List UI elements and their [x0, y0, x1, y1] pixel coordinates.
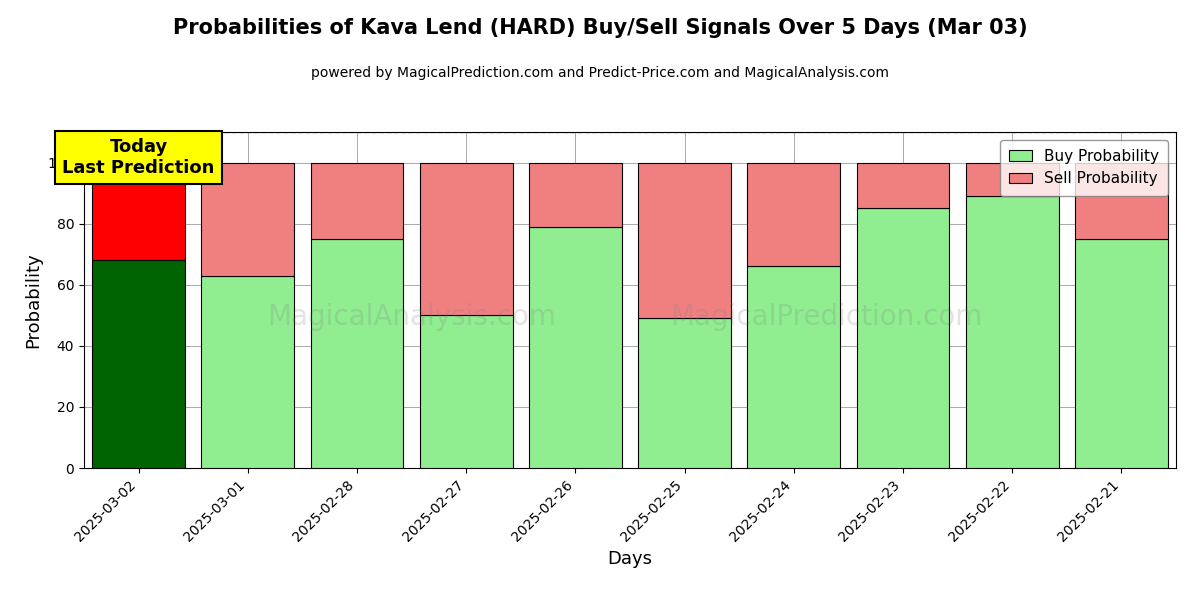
Bar [966, 196, 1058, 468]
Text: Today
Last Prediction: Today Last Prediction [62, 138, 215, 177]
Bar [529, 163, 622, 227]
Bar [748, 266, 840, 468]
Text: Probabilities of Kava Lend (HARD) Buy/Sell Signals Over 5 Days (Mar 03): Probabilities of Kava Lend (HARD) Buy/Se… [173, 18, 1027, 38]
Text: powered by MagicalPrediction.com and Predict-Price.com and MagicalAnalysis.com: powered by MagicalPrediction.com and Pre… [311, 66, 889, 80]
Bar [1075, 239, 1168, 468]
Bar [92, 163, 185, 260]
Bar [420, 315, 512, 468]
Bar [857, 163, 949, 208]
Bar [857, 208, 949, 468]
Bar [311, 239, 403, 468]
X-axis label: Days: Days [607, 550, 653, 568]
Bar [202, 163, 294, 275]
Bar [420, 163, 512, 315]
Text: MagicalAnalysis.com: MagicalAnalysis.com [268, 303, 556, 331]
Bar [92, 260, 185, 468]
Bar [202, 275, 294, 468]
Bar [529, 227, 622, 468]
Y-axis label: Probability: Probability [24, 252, 42, 348]
Bar [966, 163, 1058, 196]
Text: MagicalPrediction.com: MagicalPrediction.com [671, 303, 983, 331]
Bar [1075, 163, 1168, 239]
Bar [638, 163, 731, 319]
Bar [311, 163, 403, 239]
Legend: Buy Probability, Sell Probability: Buy Probability, Sell Probability [1000, 140, 1169, 196]
Bar [748, 163, 840, 266]
Bar [638, 319, 731, 468]
